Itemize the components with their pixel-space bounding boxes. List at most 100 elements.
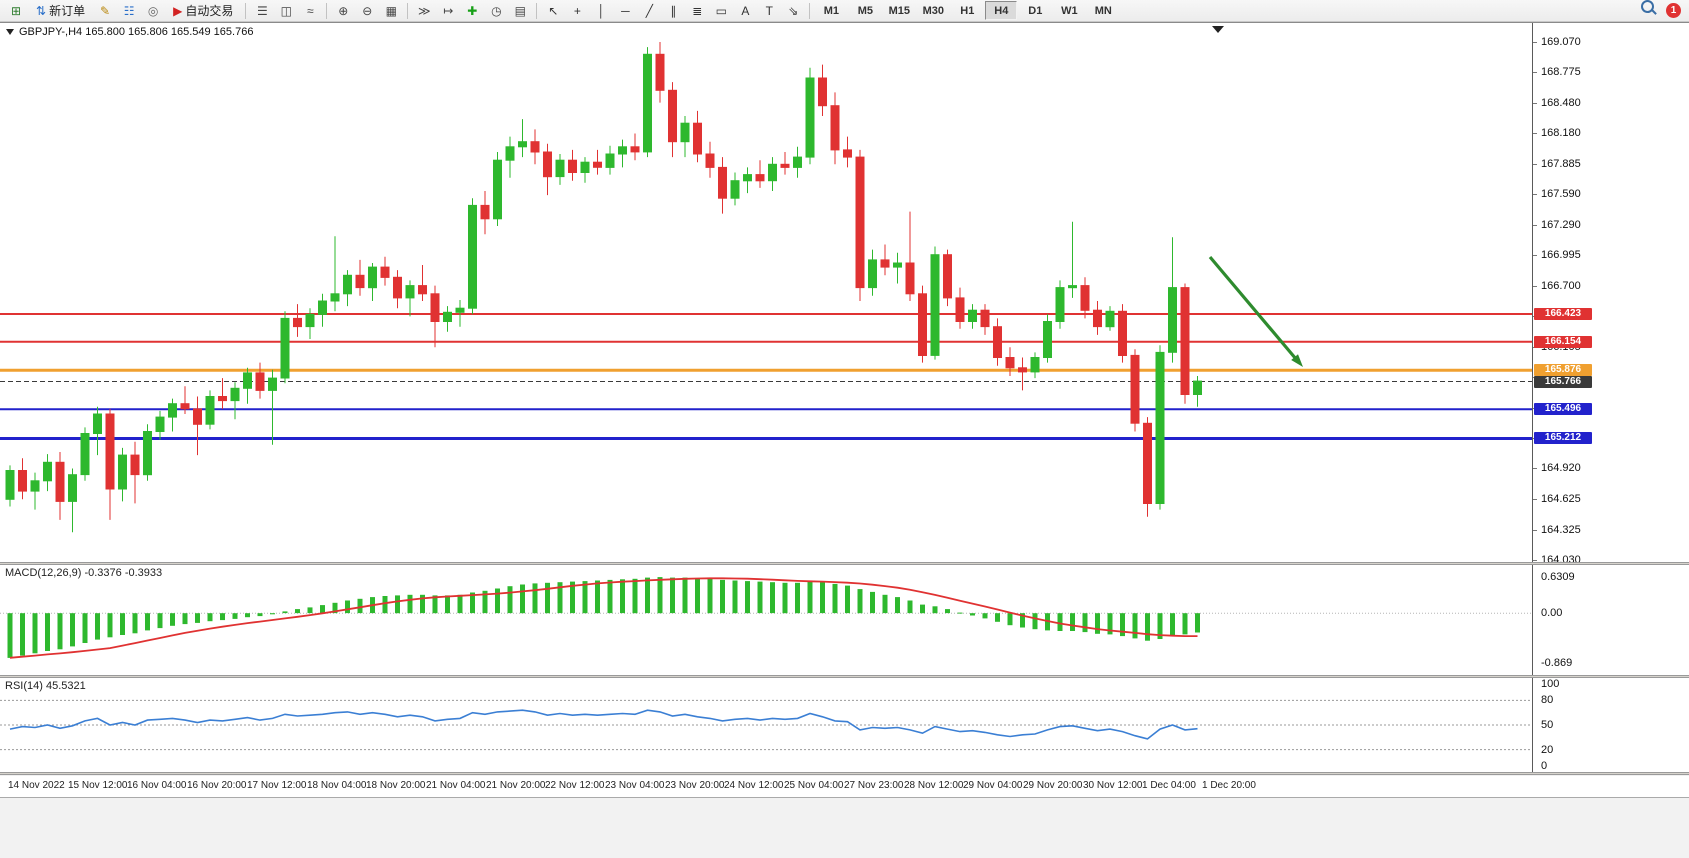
line-chart-icon[interactable]: ≈ [307,3,314,18]
timeframe-button-m30[interactable]: M30 [922,4,945,17]
vertical-line-icon[interactable]: │ [597,3,606,18]
crosshair-icon[interactable]: + [573,3,581,18]
panel-splitter[interactable] [0,675,1689,678]
candle [1005,347,1015,376]
new-order-button[interactable]: ⇅ 新订单 [29,1,92,21]
macd-histogram-bar [145,613,150,631]
macd-histogram-bar [620,579,625,614]
autotrading-button-icon: ▶ [173,3,183,18]
candlestick-chart-canvas[interactable] [0,23,1532,562]
candle [1143,417,1152,517]
macd-histogram-bar [70,613,75,647]
macd-histogram-bar [482,590,488,614]
horizontal-line-icon[interactable]: ─ [621,3,630,18]
notification-badge[interactable]: 1 [1666,3,1681,18]
arrows-tool-icon[interactable]: ⇘ [788,3,799,18]
bar-chart-icon[interactable]: ☰ [256,3,268,18]
window-filler [0,797,1689,858]
panel-splitter[interactable] [0,562,1689,565]
new-chart-icon[interactable]: ⊞ [10,3,22,18]
timeframe-button-mn[interactable]: MN [1094,4,1112,17]
market-watch-icon[interactable]: ☷ [123,3,135,18]
timeframe-button-m15[interactable]: M15 [888,4,911,17]
price-line-tag-165.212: 165.212 [1534,432,1592,444]
macd-histogram-bar [345,600,350,614]
macd-histogram-bar [357,598,363,614]
timeframe-button-h4[interactable]: H4 [985,1,1018,20]
rsi-axis-label: 50 [1541,719,1554,731]
macd-histogram-bar [1057,613,1063,631]
trendline-icon[interactable]: ╱ [645,3,653,18]
navigator-icon[interactable]: ◎ [147,3,159,18]
time-axis[interactable]: 14 Nov 2022 15 Nov 12:00 16 Nov 04:00 16 No… [0,776,1689,797]
time-axis-label: 28 Nov 12:00 [904,780,964,791]
macd-panel[interactable]: MACD(12,26,9) -0.3376 -0.3933 [0,565,1532,675]
channel-icon[interactable]: ∥ [670,3,677,18]
macd-histogram-bar [920,604,925,614]
autotrading-button[interactable]: ▶ 自动交易 [166,1,240,21]
macd-histogram-bar [1145,613,1150,641]
cursor-icon[interactable]: ↖ [548,3,559,18]
price-axis-label: 168.480 [1541,97,1581,109]
toolbar-separator [536,2,538,19]
search-glass-shape [1641,0,1654,13]
macd-histogram-bar [170,613,175,626]
panel-splitter[interactable] [0,772,1689,775]
time-axis-label: 15 Nov 12:00 [68,780,128,791]
macd-histogram-bar [895,597,900,614]
chart-shift-marker[interactable] [1212,26,1224,33]
macd-histogram-bar [820,582,825,614]
tile-windows-icon[interactable]: ▦ [385,3,397,18]
text-icon[interactable]: A [741,3,750,18]
candle [968,304,977,329]
templates-icon[interactable]: ▤ [514,3,526,18]
macd-histogram-bar [295,609,300,614]
metaeditor-icon[interactable]: ✎ [100,3,111,18]
macd-histogram-bar [307,607,313,614]
timeframe-button-w1[interactable]: W1 [1061,4,1078,17]
macd-histogram-bar [520,584,525,614]
macd-histogram-bar [907,600,913,614]
candlestick-chart-icon[interactable]: ◫ [280,3,292,18]
macd-histogram-bar [432,595,438,614]
price-axis[interactable]: 169.070 168.775 168.480 168.180 167.885 167.5… [1532,23,1689,775]
rsi-header: RSI(14) 45.5321 [5,680,86,692]
time-axis-label: 16 Nov 04:00 [127,780,187,791]
candle [80,427,90,481]
toolbar-separator [407,2,409,19]
timeframe-button-m1[interactable]: M1 [823,4,839,17]
periods-icon[interactable]: ◷ [491,3,502,18]
candle [730,172,740,206]
window-border [0,22,1689,23]
candle [193,396,202,456]
zoom-in-icon[interactable]: ⊕ [338,3,349,18]
macd-histogram-bar [1107,613,1113,635]
macd-histogram-bar [995,613,1000,622]
auto-scroll-icon[interactable]: ≫ [418,3,431,18]
text-label-icon[interactable]: T [765,3,773,18]
macd-histogram-bar [1007,613,1013,626]
indicators-icon[interactable]: ✚ [467,3,478,18]
rsi-panel[interactable]: RSI(14) 45.5321 [0,678,1532,772]
chart-shift-icon[interactable]: ↦ [443,3,454,18]
timeframe-button-d1[interactable]: D1 [1028,4,1043,17]
macd-histogram-bar [495,588,500,614]
toolbar-separator [245,2,247,19]
trend-arrow-annotation[interactable] [1208,255,1303,367]
one-click-trading-toggle-icon[interactable] [6,29,14,35]
macd-histogram-bar [757,581,763,614]
candle [393,270,402,309]
macd-axis-label: 0.6309 [1541,571,1575,583]
timeframe-button-h1[interactable]: H1 [960,4,975,17]
macd-histogram-bar [220,613,225,621]
zoom-out-icon[interactable]: ⊖ [362,3,373,18]
candle [1080,277,1090,319]
macd-histogram-bar [95,613,100,640]
macd-histogram-bar [1032,613,1038,630]
search-icon[interactable] [1641,0,1662,22]
shapes-icon[interactable]: ▭ [715,3,727,18]
chart-panel-main[interactable]: GBPJPY-,H4 165.800 165.806 165.549 165.7… [0,23,1532,562]
candle [480,191,490,235]
fibonacci-icon[interactable]: ≣ [692,3,703,18]
timeframe-button-m5[interactable]: M5 [857,4,873,17]
